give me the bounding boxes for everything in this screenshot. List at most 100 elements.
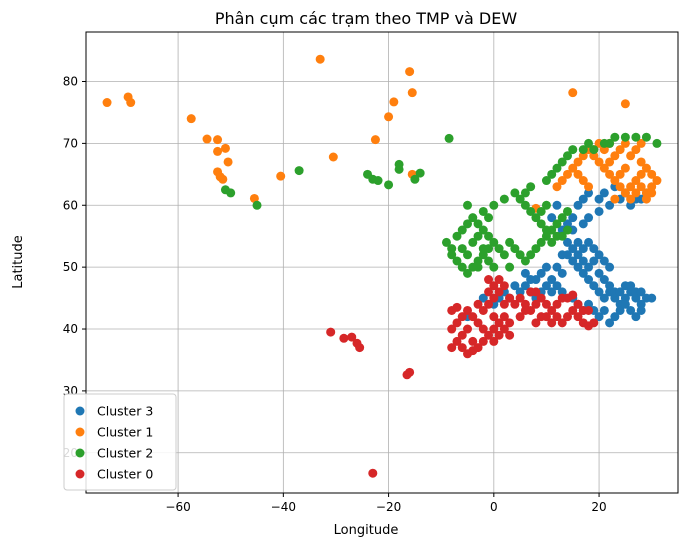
cluster-3-point — [552, 200, 562, 210]
cluster-3-point — [636, 299, 646, 309]
cluster-0-point — [489, 336, 499, 346]
cluster-1-point — [249, 193, 259, 203]
cluster-3-point — [599, 293, 609, 303]
cluster-2-point — [557, 157, 567, 167]
cluster-2-point — [652, 138, 662, 148]
cluster-1-point — [605, 157, 615, 167]
cluster-3-point — [526, 275, 536, 285]
cluster-2-point — [473, 256, 483, 266]
cluster-0-point — [484, 287, 494, 297]
cluster-1-point — [594, 157, 604, 167]
cluster-1-point — [610, 176, 620, 186]
cluster-1-point — [626, 151, 636, 161]
cluster-1-point — [610, 194, 620, 204]
cluster-0-point — [510, 299, 520, 309]
cluster-0-point — [520, 299, 530, 309]
cluster-3-point — [573, 237, 583, 247]
cluster-3-point — [594, 312, 604, 322]
legend-marker-cluster-1 — [75, 427, 85, 437]
cluster-1-point — [615, 145, 625, 155]
cluster-1-point — [615, 169, 625, 179]
cluster-1-point — [578, 151, 588, 161]
cluster-0-point — [568, 305, 578, 315]
cluster-1-point — [218, 174, 228, 184]
cluster-2-point — [463, 268, 473, 278]
cluster-1-point — [631, 145, 641, 155]
cluster-3-point — [647, 293, 657, 303]
cluster-1-point — [584, 182, 594, 192]
cluster-0-point — [368, 468, 378, 478]
cluster-3-point — [626, 200, 636, 210]
cluster-0-point — [531, 318, 541, 328]
cluster-1-point — [626, 182, 636, 192]
y-tick-label: 70 — [63, 136, 78, 150]
cluster-0-point — [536, 293, 546, 303]
cluster-2-point — [499, 250, 509, 260]
cluster-0-point — [489, 312, 499, 322]
cluster-2-point — [541, 176, 551, 186]
cluster-2-point — [562, 225, 572, 235]
y-tick-label: 80 — [63, 75, 78, 89]
cluster-3-point — [578, 219, 588, 229]
cluster-0-point — [541, 312, 551, 322]
cluster-0-point — [489, 281, 499, 291]
cluster-0-point — [478, 336, 488, 346]
cluster-3-point — [589, 256, 599, 266]
cluster-0-point — [405, 367, 415, 377]
cluster-2-point — [520, 200, 530, 210]
cluster-3-point — [584, 188, 594, 198]
cluster-1-point — [186, 114, 196, 124]
cluster-3-point — [568, 213, 578, 223]
cluster-3-point — [584, 275, 594, 285]
cluster-0-point — [473, 318, 483, 328]
cluster-1-point — [620, 163, 630, 173]
cluster-2-point — [541, 231, 551, 241]
cluster-2-point — [452, 256, 462, 266]
cluster-0-point — [473, 299, 483, 309]
cluster-2-point — [452, 231, 462, 241]
cluster-3-point — [594, 206, 604, 216]
cluster-3-point — [547, 287, 557, 297]
cluster-1-point — [384, 112, 394, 122]
cluster-2-point — [468, 213, 478, 223]
cluster-2-point — [463, 250, 473, 260]
cluster-2-point — [562, 151, 572, 161]
cluster-3-point — [615, 287, 625, 297]
cluster-0-point — [573, 299, 583, 309]
cluster-1-point — [636, 157, 646, 167]
cluster-0-point — [489, 293, 499, 303]
cluster-3-point — [584, 299, 594, 309]
cluster-3-point — [557, 250, 567, 260]
cluster-2-point — [473, 219, 483, 229]
cluster-2-point — [536, 237, 546, 247]
x-tick-label: 20 — [591, 500, 606, 514]
cluster-3-point — [599, 275, 609, 285]
legend-marker-cluster-3 — [75, 406, 85, 416]
cluster-1-point — [647, 188, 657, 198]
cluster-3-point — [636, 287, 646, 297]
cluster-0-point — [463, 324, 473, 334]
cluster-2-point — [447, 250, 457, 260]
cluster-1-point — [578, 176, 588, 186]
cluster-1-point — [126, 98, 136, 108]
cluster-0-point — [547, 305, 557, 315]
cluster-0-point — [494, 330, 504, 340]
cluster-2-point — [410, 174, 420, 184]
cluster-1-point — [631, 188, 641, 198]
cluster-3-point — [478, 293, 488, 303]
cluster-3-point — [610, 293, 620, 303]
cluster-0-point — [452, 302, 462, 312]
cluster-1-point — [610, 151, 620, 161]
cluster-2-point — [641, 132, 651, 142]
chart-title: Phân cụm các trạm theo TMP và DEW — [215, 9, 517, 28]
cluster-2-point — [489, 262, 499, 272]
cluster-2-point — [631, 132, 641, 142]
cluster-3-point — [620, 299, 630, 309]
cluster-3-point — [557, 268, 567, 278]
cluster-2-point — [557, 231, 567, 241]
cluster-2-point — [520, 188, 530, 198]
x-axis: −60 −40 −20 0 20 — [165, 493, 607, 514]
cluster-1-point — [405, 67, 415, 77]
cluster-2-point — [589, 145, 599, 155]
